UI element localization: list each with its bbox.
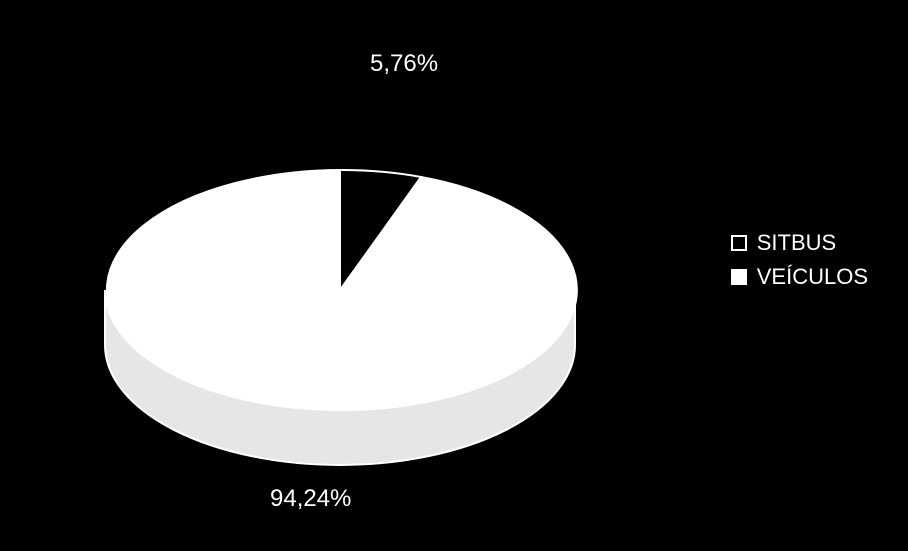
chart-stage: 5,76% 94,24% SITBUS VEÍCULOS bbox=[0, 0, 908, 551]
legend-label-sitbus: SITBUS bbox=[757, 230, 836, 256]
data-label-veiculos: 94,24% bbox=[270, 485, 351, 513]
legend-marker-veiculos bbox=[731, 269, 747, 285]
legend-marker-sitbus bbox=[731, 235, 747, 251]
data-label-sitbus: 5,76% bbox=[370, 50, 438, 78]
legend-item-veiculos: VEÍCULOS bbox=[731, 264, 868, 290]
legend-item-sitbus: SITBUS bbox=[731, 230, 868, 256]
legend-label-veiculos: VEÍCULOS bbox=[757, 264, 868, 290]
legend: SITBUS VEÍCULOS bbox=[731, 230, 868, 298]
